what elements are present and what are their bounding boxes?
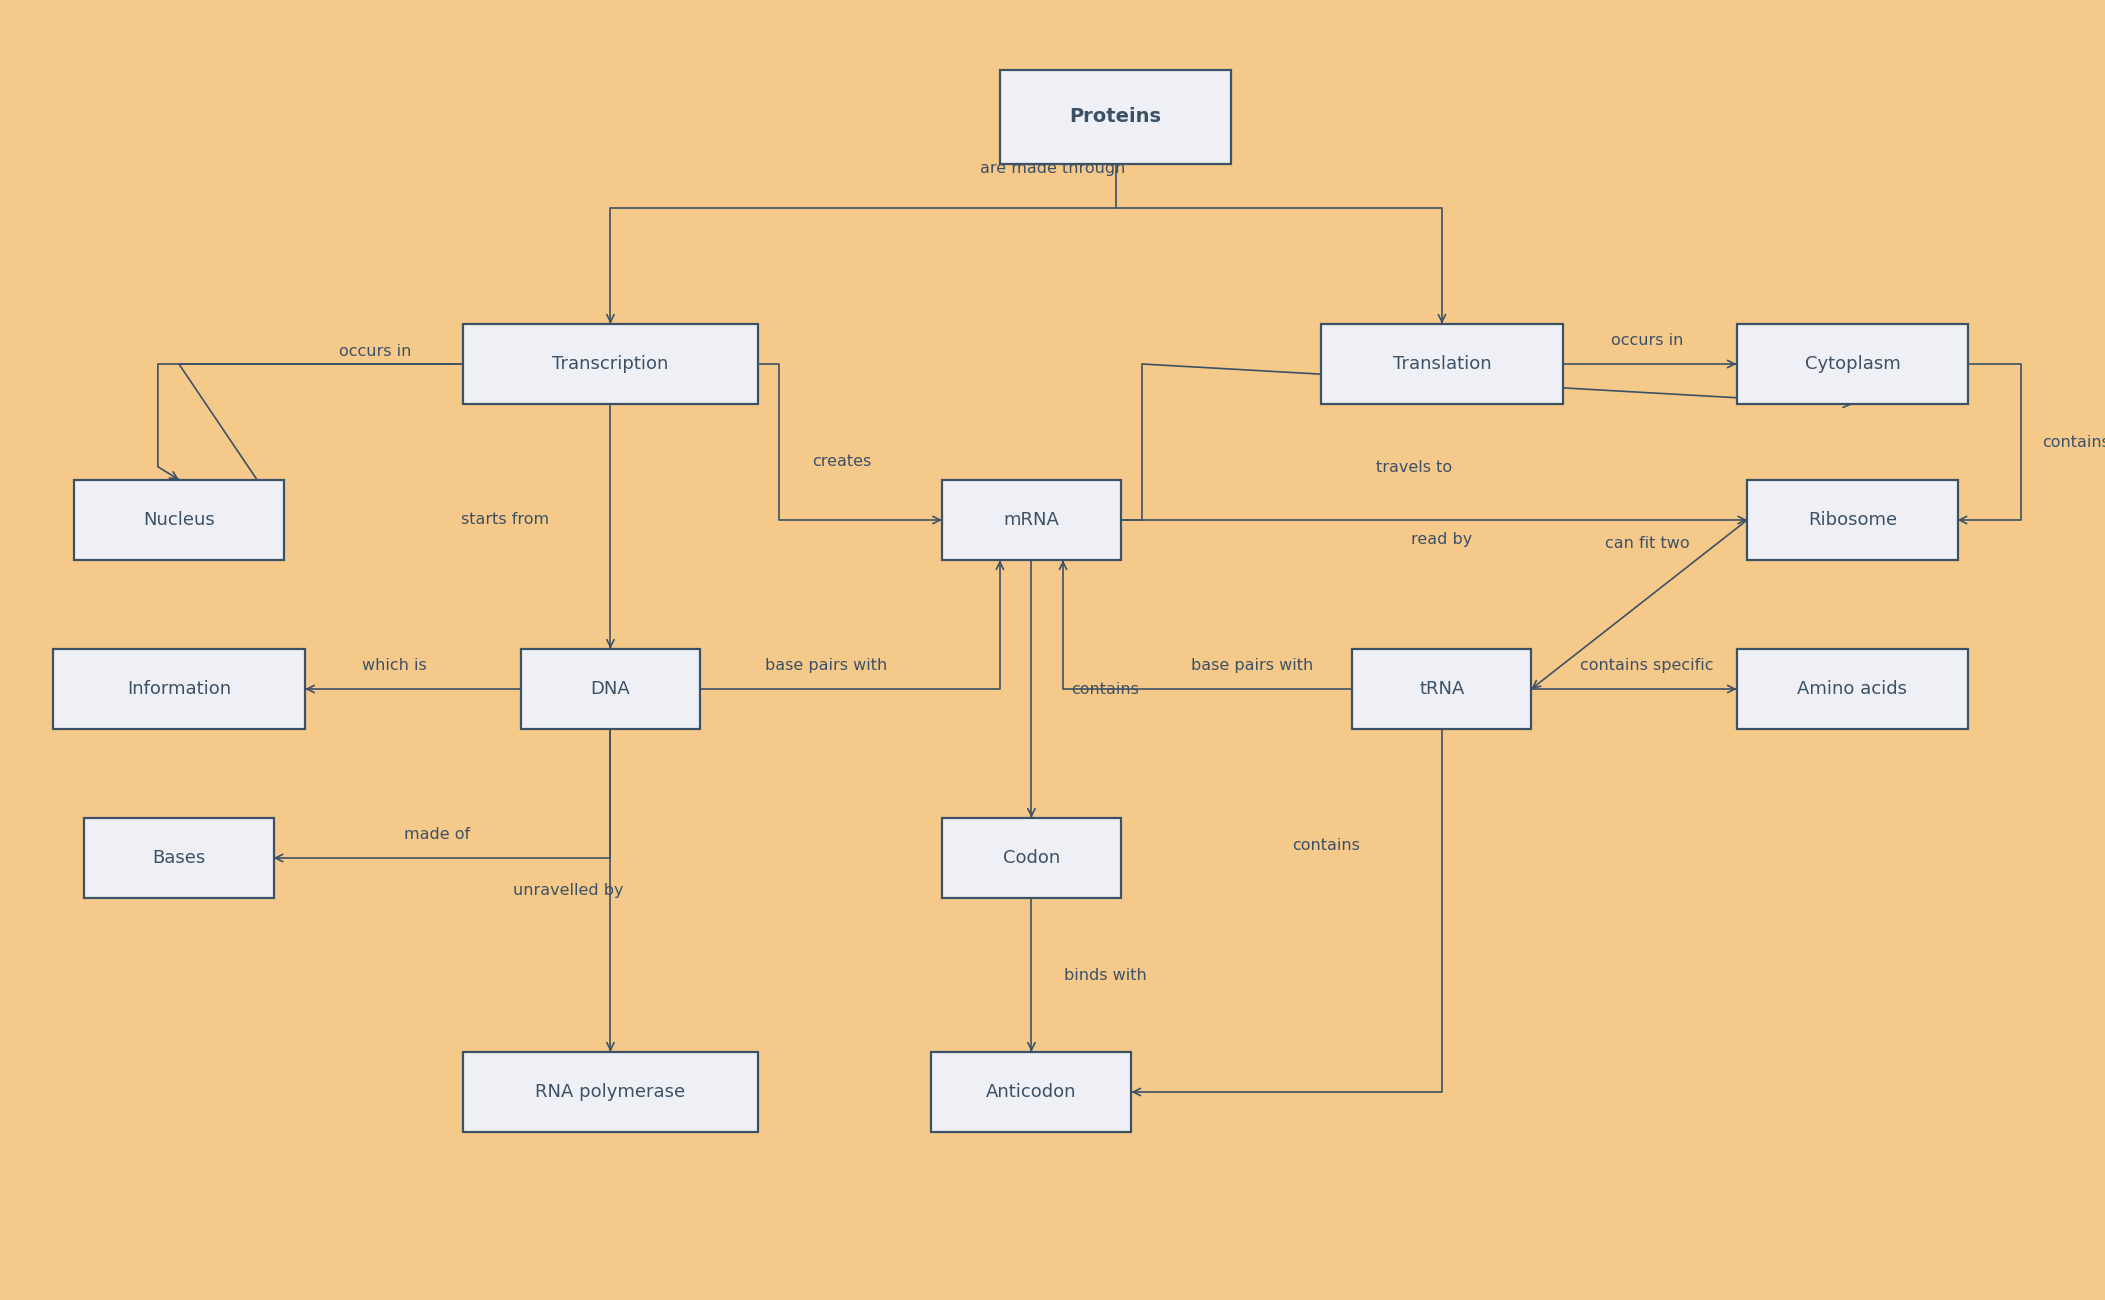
FancyBboxPatch shape <box>943 480 1120 560</box>
FancyBboxPatch shape <box>53 649 305 729</box>
FancyBboxPatch shape <box>1354 649 1532 729</box>
FancyBboxPatch shape <box>74 480 284 560</box>
FancyBboxPatch shape <box>1000 70 1231 164</box>
Text: contains specific: contains specific <box>1581 658 1713 673</box>
Text: which is: which is <box>362 658 427 673</box>
Text: made of: made of <box>404 827 469 842</box>
Text: contains: contains <box>2042 434 2105 450</box>
Text: unravelled by: unravelled by <box>514 883 623 898</box>
FancyBboxPatch shape <box>520 649 699 729</box>
Text: base pairs with: base pairs with <box>764 658 888 673</box>
FancyBboxPatch shape <box>930 1052 1132 1132</box>
Text: mRNA: mRNA <box>1004 511 1059 529</box>
FancyBboxPatch shape <box>943 818 1120 898</box>
Text: contains: contains <box>1292 837 1360 853</box>
Text: Transcription: Transcription <box>552 355 669 373</box>
Text: binds with: binds with <box>1063 967 1147 983</box>
FancyBboxPatch shape <box>1322 324 1562 404</box>
Text: Codon: Codon <box>1002 849 1061 867</box>
FancyBboxPatch shape <box>84 818 274 898</box>
Text: occurs in: occurs in <box>339 343 410 359</box>
Text: can fit two: can fit two <box>1604 536 1690 551</box>
Text: RNA polymerase: RNA polymerase <box>535 1083 686 1101</box>
Text: Bases: Bases <box>152 849 206 867</box>
Text: contains: contains <box>1071 681 1139 697</box>
Text: Information: Information <box>126 680 232 698</box>
Text: Translation: Translation <box>1394 355 1490 373</box>
Text: DNA: DNA <box>592 680 629 698</box>
Text: travels to: travels to <box>1377 460 1452 476</box>
FancyBboxPatch shape <box>1737 649 1968 729</box>
Text: Amino acids: Amino acids <box>1798 680 1907 698</box>
Text: base pairs with: base pairs with <box>1191 658 1314 673</box>
Text: Nucleus: Nucleus <box>143 511 215 529</box>
Text: Anticodon: Anticodon <box>987 1083 1076 1101</box>
Text: starts from: starts from <box>461 512 549 528</box>
FancyBboxPatch shape <box>1737 324 1968 404</box>
FancyBboxPatch shape <box>463 1052 758 1132</box>
Text: tRNA: tRNA <box>1419 680 1465 698</box>
Text: Ribosome: Ribosome <box>1808 511 1897 529</box>
Text: occurs in: occurs in <box>1610 333 1684 348</box>
FancyBboxPatch shape <box>463 324 758 404</box>
FancyBboxPatch shape <box>1747 480 1958 560</box>
Text: are made through: are made through <box>979 161 1126 177</box>
Text: creates: creates <box>813 454 871 469</box>
Text: Proteins: Proteins <box>1069 108 1162 126</box>
Text: Cytoplasm: Cytoplasm <box>1804 355 1901 373</box>
Text: read by: read by <box>1410 532 1474 547</box>
